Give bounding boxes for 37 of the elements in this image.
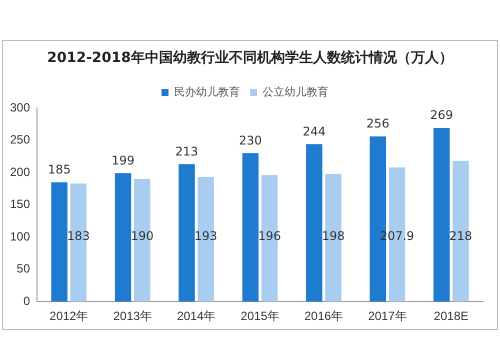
data-label: 256 (366, 116, 390, 131)
y-tick-label: 250 (10, 132, 30, 147)
bar (51, 182, 68, 302)
x-tick-label: 2015年 (240, 309, 280, 324)
data-label: 183 (66, 229, 90, 244)
bar (114, 173, 132, 302)
data-label: 185 (48, 162, 71, 176)
y-tick-label: 50 (16, 262, 30, 276)
data-label: 269 (430, 108, 454, 122)
y-tick-label: 200 (10, 164, 30, 179)
bar (242, 153, 259, 302)
chart-title: 2012-2018年中国幼教行业不同机构学生人数统计情况（万人） (46, 49, 454, 67)
bar (433, 128, 450, 302)
legend-label: 民办幼儿教育 (174, 86, 240, 99)
x-tick-label: 2013年 (113, 309, 152, 324)
legend-label: 公立幼儿教育 (262, 86, 328, 99)
bar (70, 184, 87, 302)
y-tick-label: 150 (10, 197, 30, 212)
data-label: 230 (239, 133, 262, 148)
data-label: 190 (130, 229, 154, 244)
y-tick-label: 0 (23, 294, 30, 308)
x-tick-label: 2018E (434, 309, 468, 324)
x-tick-label: 2012年 (50, 309, 88, 324)
data-label: 213 (175, 144, 198, 158)
data-label: 193 (194, 229, 218, 244)
data-label: 198 (322, 229, 345, 244)
bar (178, 164, 195, 302)
x-tick-label: 2016年 (304, 309, 344, 324)
y-tick-label: 300 (10, 100, 30, 114)
data-label: 244 (302, 124, 326, 138)
y-tick-label: 100 (10, 229, 30, 244)
x-tick-label: 2014年 (176, 309, 216, 324)
data-label: 218 (449, 229, 472, 244)
data-label: 196 (258, 229, 282, 244)
bar (306, 144, 322, 302)
data-label: 199 (112, 153, 134, 168)
x-tick-label: 2017年 (368, 309, 407, 324)
